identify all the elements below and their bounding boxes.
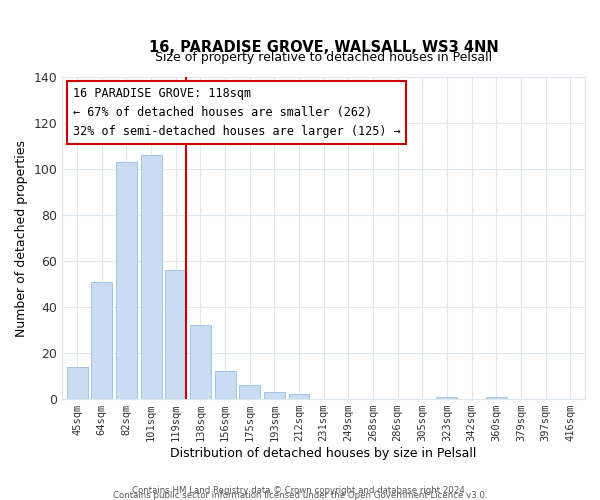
Bar [215,372,236,399]
Y-axis label: Number of detached properties: Number of detached properties [15,140,28,336]
Bar [190,326,211,399]
Bar [436,397,457,399]
Bar [289,394,310,399]
Bar [67,367,88,399]
Title: 16, PARADISE GROVE, WALSALL, WS3 4NN: 16, PARADISE GROVE, WALSALL, WS3 4NN [149,40,499,55]
X-axis label: Distribution of detached houses by size in Pelsall: Distribution of detached houses by size … [170,447,477,460]
Text: Contains HM Land Registry data © Crown copyright and database right 2024.: Contains HM Land Registry data © Crown c… [132,486,468,495]
Bar [140,155,161,399]
Text: 16 PARADISE GROVE: 118sqm
← 67% of detached houses are smaller (262)
32% of semi: 16 PARADISE GROVE: 118sqm ← 67% of detac… [73,86,400,138]
Bar [239,386,260,399]
Bar [116,162,137,399]
Bar [486,397,507,399]
Bar [264,392,285,399]
Text: Contains public sector information licensed under the Open Government Licence v3: Contains public sector information licen… [113,491,487,500]
Bar [165,270,186,399]
Text: Size of property relative to detached houses in Pelsall: Size of property relative to detached ho… [155,51,492,64]
Bar [91,282,112,399]
